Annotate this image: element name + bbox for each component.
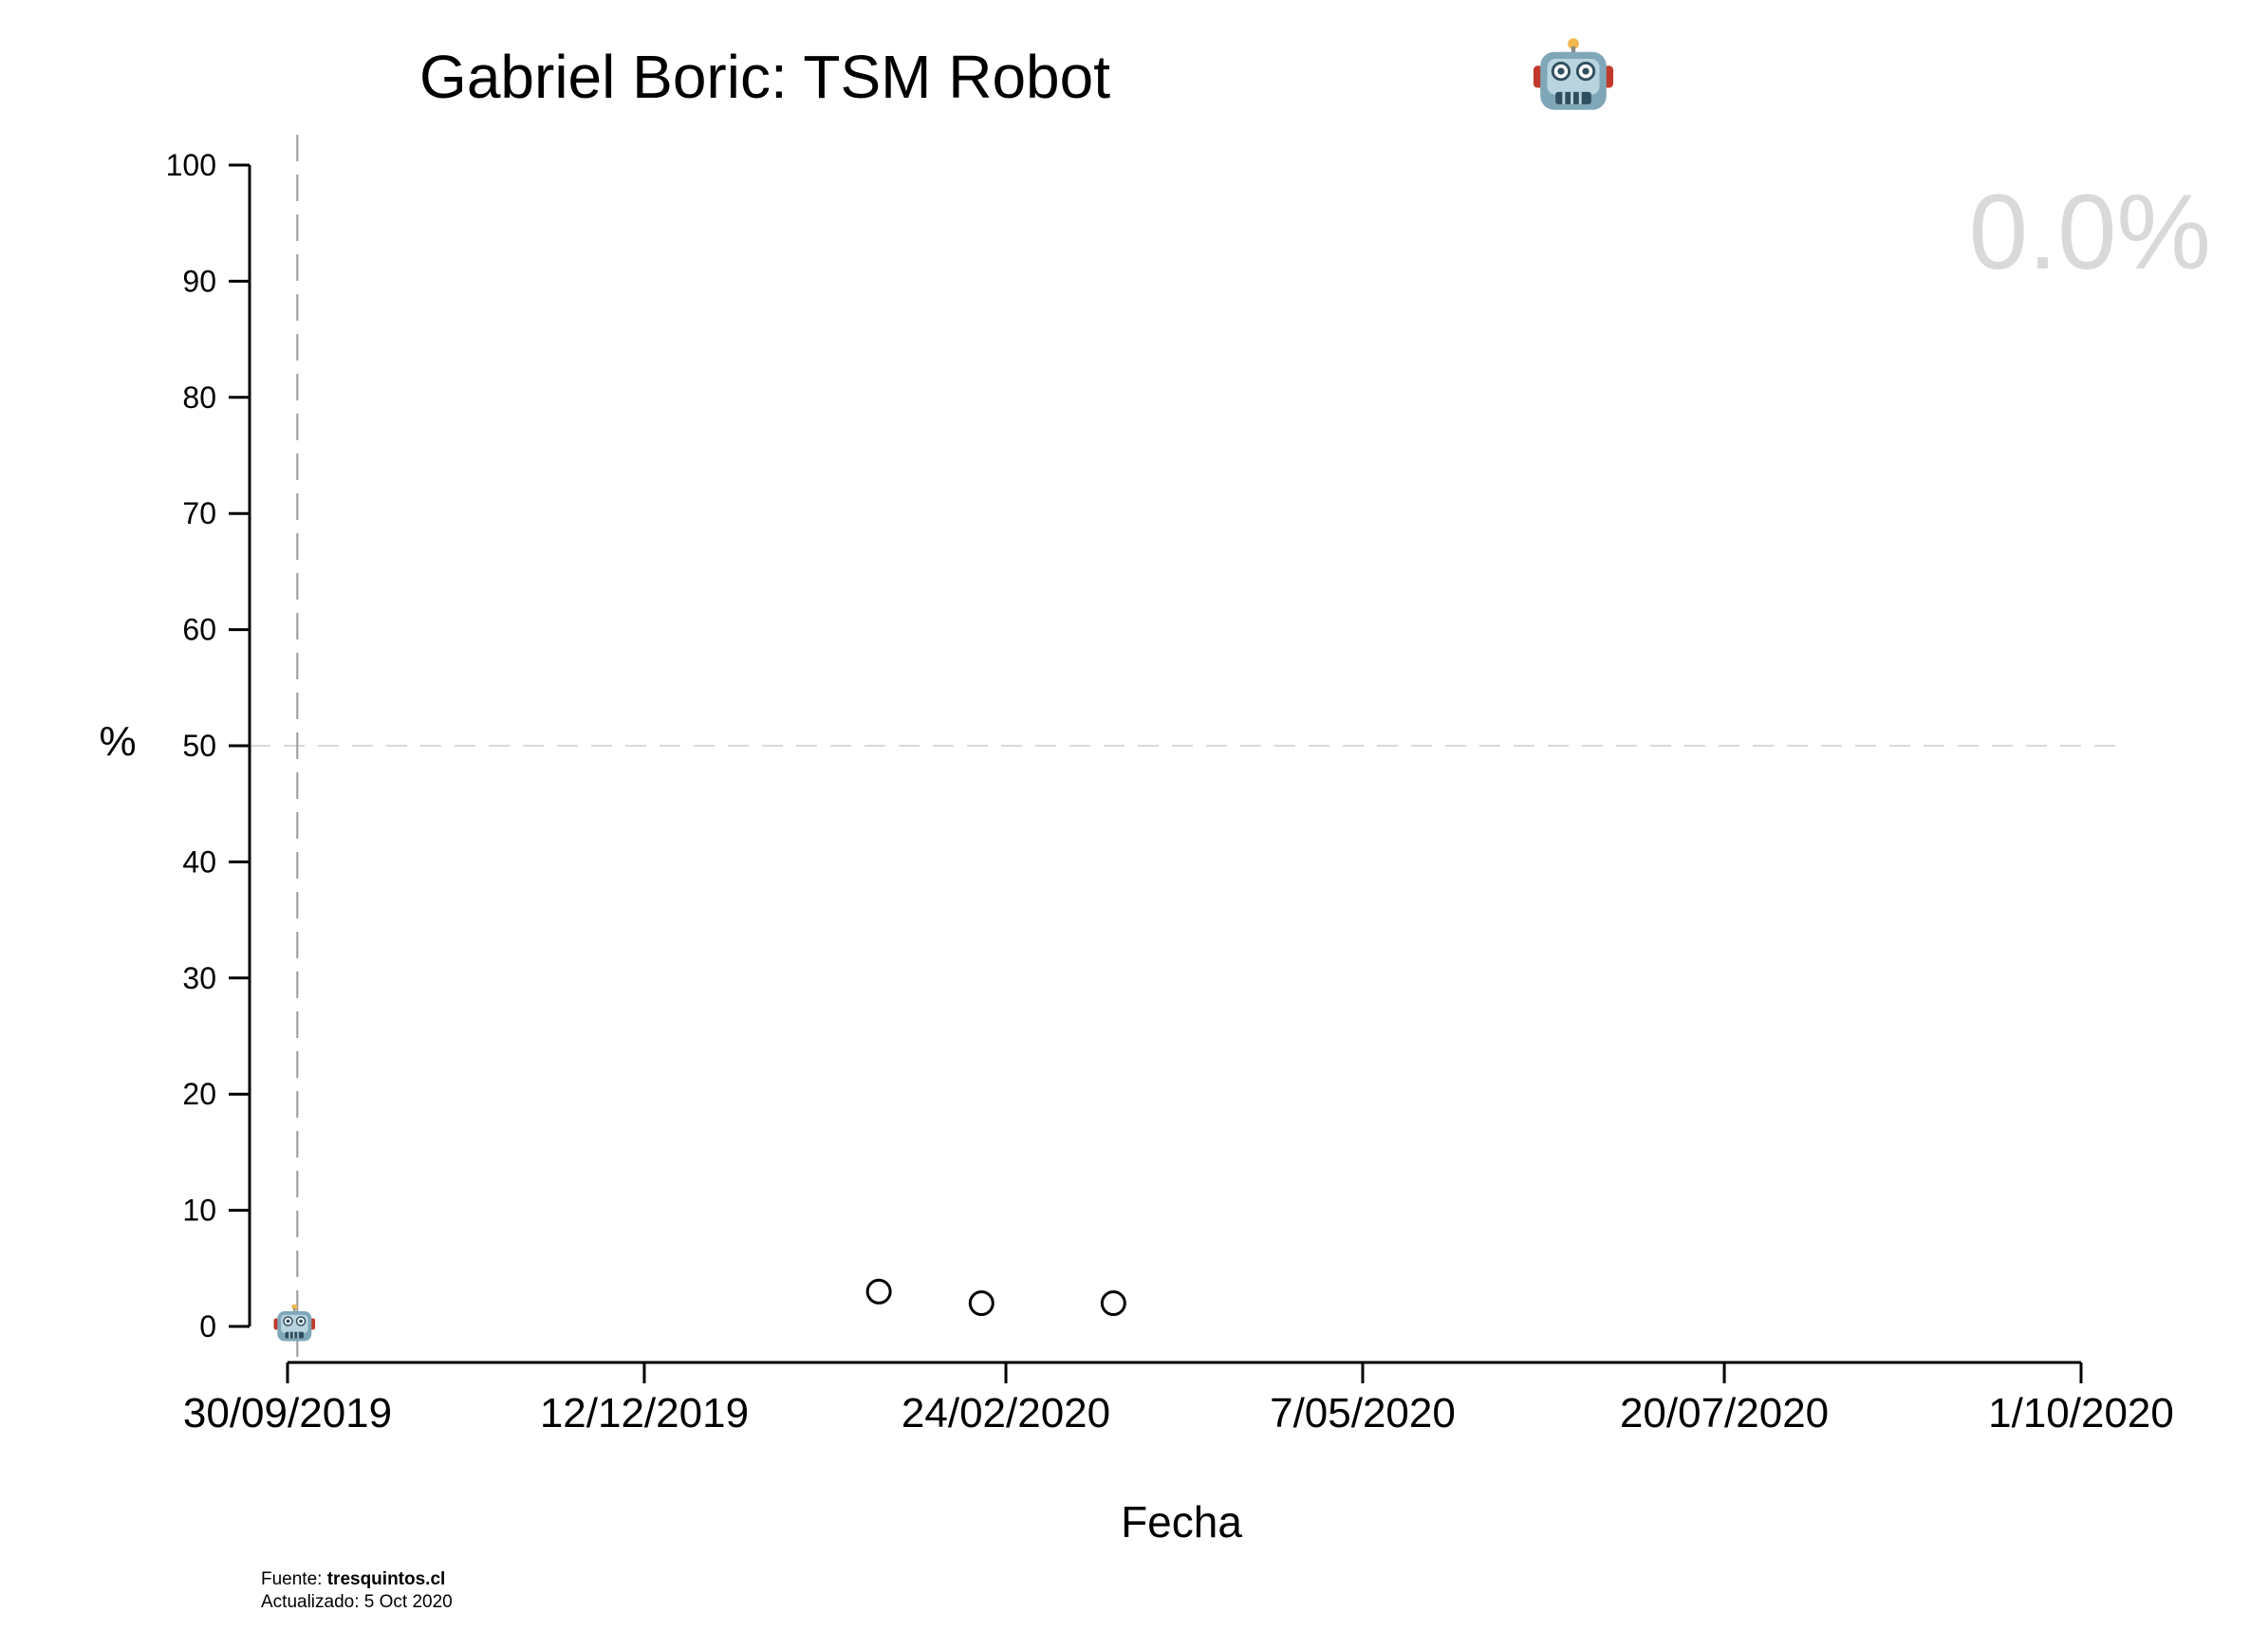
- x-tick-label: 24/02/2020: [902, 1390, 1110, 1436]
- x-tick-label: 20/07/2020: [1620, 1390, 1829, 1436]
- y-axis-label: %: [99, 718, 136, 765]
- y-tick-label: 0: [199, 1309, 216, 1343]
- y-tick-label: 60: [182, 613, 216, 647]
- x-tick-label: 1/10/2020: [1988, 1390, 2174, 1436]
- source-prefix: Fuente:: [261, 1569, 327, 1589]
- y-tick-label: 20: [182, 1077, 216, 1111]
- data-point: [1100, 1290, 1126, 1317]
- y-tick-label: 50: [182, 729, 216, 763]
- y-tick-label: 30: [182, 961, 216, 995]
- updated-line: Actualizado: 5 Oct 2020: [261, 1592, 453, 1612]
- source-line: Fuente: tresquintos.cl: [261, 1568, 453, 1591]
- y-tick-label: 80: [182, 380, 216, 415]
- chart-title: Gabriel Boric: TSM Robot: [419, 43, 1110, 111]
- x-axis-label: Fecha: [1121, 1497, 1242, 1547]
- robot-marker-icon: [272, 1303, 316, 1343]
- x-tick-label: 7/05/2020: [1270, 1390, 1456, 1436]
- source-name: tresquintos.cl: [326, 1569, 446, 1589]
- y-tick-label: 90: [182, 264, 216, 298]
- data-point: [865, 1278, 892, 1305]
- current-value-label: 0.0%: [1969, 173, 2211, 291]
- y-tick-label: 100: [166, 148, 216, 182]
- chart-footer: Fuente: tresquintos.cl Actualizado: 5 Oc…: [261, 1568, 453, 1614]
- y-tick-label: 40: [182, 844, 216, 879]
- data-point: [968, 1290, 995, 1317]
- y-tick-label: 10: [182, 1194, 216, 1228]
- robot-face-icon: [1532, 36, 1615, 112]
- y-tick-label: 70: [182, 496, 216, 530]
- x-tick-label: 12/12/2019: [540, 1390, 749, 1436]
- x-tick-label: 30/09/2019: [183, 1390, 392, 1436]
